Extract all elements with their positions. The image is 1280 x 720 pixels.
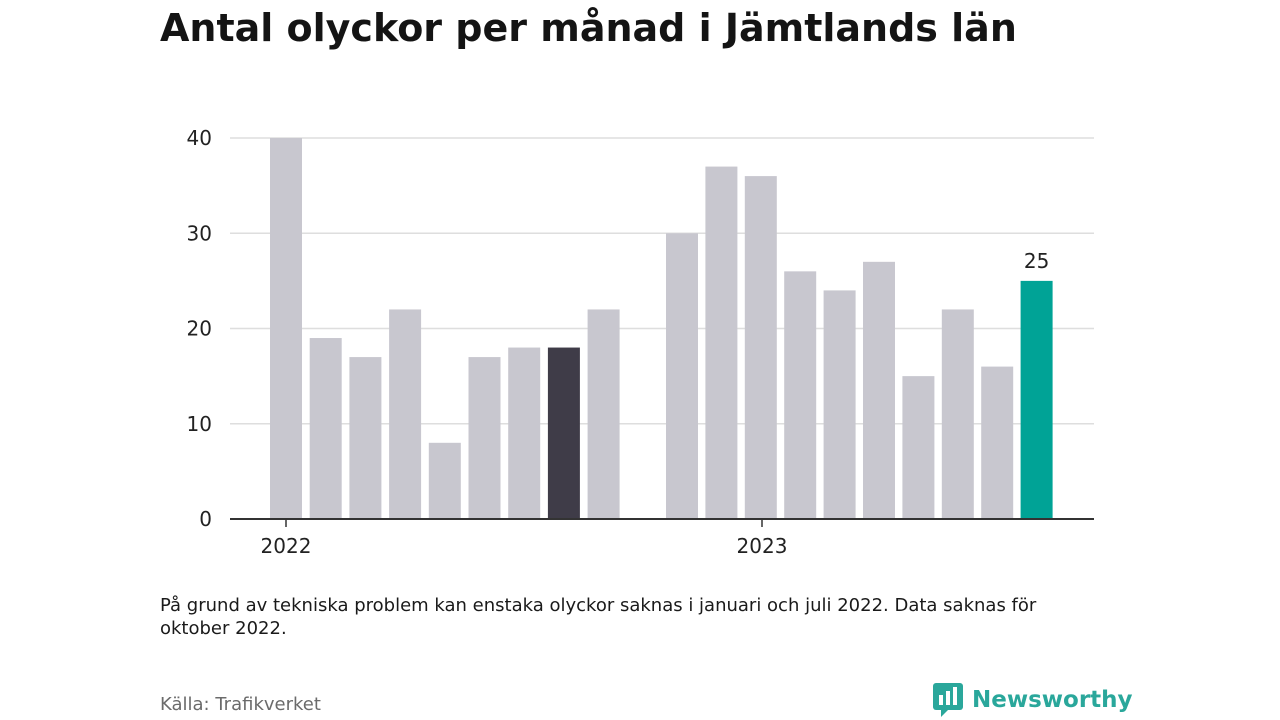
bar xyxy=(705,166,738,519)
brand-logo: Newsworthy xyxy=(932,682,1133,718)
bar xyxy=(941,309,974,519)
bar xyxy=(587,309,620,519)
bar xyxy=(547,347,580,519)
bar xyxy=(784,271,817,519)
footnote: På grund av tekniska problem kan enstaka… xyxy=(160,595,1037,639)
bar xyxy=(389,309,422,519)
newsworthy-logo-icon xyxy=(933,683,963,717)
y-tick-label: 30 xyxy=(187,221,212,245)
bar xyxy=(823,290,856,519)
bar xyxy=(863,261,895,519)
y-tick-label: 0 xyxy=(199,507,212,531)
bar xyxy=(1020,280,1053,519)
data-label: 25 xyxy=(1024,249,1049,273)
y-tick-label: 20 xyxy=(187,317,212,341)
bar xyxy=(309,338,342,519)
x-tick-label: 2022 xyxy=(261,534,312,558)
bar xyxy=(508,347,541,519)
bar xyxy=(468,357,501,519)
source-text: Källa: Trafikverket xyxy=(160,694,321,715)
bar xyxy=(666,233,698,519)
y-tick-label: 10 xyxy=(187,412,212,436)
x-tick-label: 2023 xyxy=(737,534,788,558)
bar xyxy=(270,138,302,519)
y-tick-label: 40 xyxy=(187,126,212,150)
bar xyxy=(349,357,382,519)
data-labels: 25 xyxy=(1024,249,1049,273)
bar xyxy=(981,366,1014,519)
bar xyxy=(902,376,935,519)
y-tick-labels: 0 10 20 30 40 xyxy=(187,126,212,531)
brand-name: Newsworthy xyxy=(972,687,1133,713)
bar-chart: 0 10 20 30 40 2022 2023 25 xyxy=(187,126,1094,558)
chart-title: Antal olyckor per månad i Jämtlands län xyxy=(160,6,1017,50)
bar xyxy=(744,176,777,519)
bars xyxy=(270,138,1053,519)
x-tick-labels: 2022 2023 xyxy=(261,519,788,558)
bar xyxy=(428,442,461,519)
